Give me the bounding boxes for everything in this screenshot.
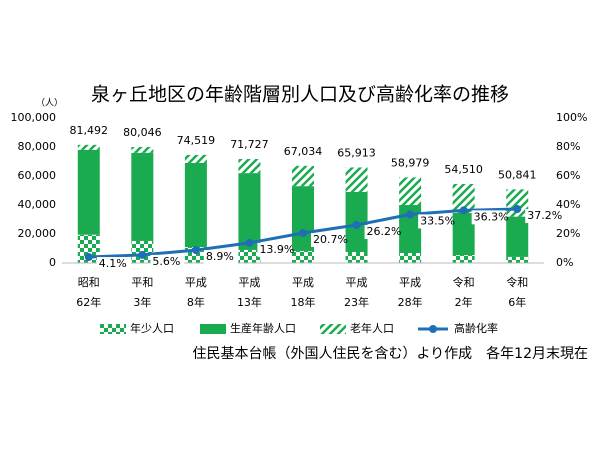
bar-segment	[399, 252, 422, 263]
x-tick-label: 平成	[185, 276, 207, 289]
total-label: 81,492	[70, 124, 109, 137]
label-bg	[257, 242, 292, 257]
x-tick-label: 23年	[344, 295, 369, 309]
y2-tick-label: 80%	[556, 140, 580, 153]
x-tick-label: 62年	[76, 295, 101, 309]
data-label: 26.2%	[367, 225, 402, 238]
x-tick-label: 3年	[133, 295, 151, 309]
data-label: 20.7%	[313, 233, 348, 246]
total-label: 71,727	[230, 138, 269, 151]
line-marker	[191, 246, 200, 255]
legend-swatch	[200, 324, 226, 334]
line-marker	[299, 228, 307, 237]
bar-segment	[184, 162, 207, 248]
bar-segment	[77, 144, 100, 150]
total-label: 50,841	[498, 168, 537, 181]
x-tick-label: 8年	[187, 295, 205, 309]
x-tick-label: 平成	[292, 276, 314, 289]
x-tick-label: 13年	[237, 295, 262, 309]
line-marker	[459, 206, 468, 215]
y2-tick-label: 60%	[556, 169, 580, 182]
note: 住民基本台帳（外国人住民を含む）より作成 各年12月末現在	[192, 345, 588, 362]
legend-swatch	[100, 324, 126, 334]
x-tick-label: 昭和	[78, 276, 100, 289]
bar-segment	[292, 165, 314, 187]
line-marker	[245, 238, 254, 247]
y-tick-label: 20,000	[18, 227, 57, 240]
bar-segment	[292, 250, 314, 263]
chart-title: 泉ヶ丘地区の年齢階層別人口及び高齢化率の推移	[91, 84, 509, 106]
total-label: 65,913	[337, 146, 376, 159]
line-marker	[84, 253, 93, 262]
bar-segment	[506, 216, 529, 257]
y2-tick-label: 0%	[556, 256, 573, 269]
bar-segment	[292, 186, 314, 251]
legend-label: 年少人口	[130, 321, 174, 335]
bar-segment	[345, 251, 368, 263]
x-tick-label: 平成	[238, 276, 260, 289]
label-bg	[525, 209, 560, 224]
total-label: 80,046	[123, 126, 162, 139]
y-tick-label: 60,000	[18, 169, 57, 182]
label-bg	[471, 210, 506, 225]
bar-segment	[452, 212, 475, 256]
y-tick-label: 0	[49, 256, 56, 269]
label-bg	[203, 250, 238, 265]
bar-segment	[77, 149, 100, 235]
line-marker	[406, 210, 415, 219]
bar-segment	[238, 159, 261, 174]
legend-swatch	[429, 325, 437, 333]
y2-tick-label: 20%	[556, 227, 580, 240]
bar-segment	[131, 147, 154, 153]
label-bg	[418, 214, 453, 229]
legend-label: 老年人口	[350, 321, 394, 335]
bar-segment	[506, 256, 529, 263]
bar-segment	[345, 167, 368, 192]
label-bg	[150, 254, 185, 269]
line-marker	[513, 205, 522, 214]
y-tick-label: 80,000	[18, 140, 57, 153]
label-bg	[96, 257, 131, 272]
bar-segment	[238, 173, 261, 250]
legend-swatch	[320, 324, 346, 334]
data-label: 33.5%	[420, 214, 455, 227]
data-label: 13.9%	[259, 243, 294, 256]
x-tick-label: 6年	[508, 295, 526, 309]
legend-label: 生産年齢人口	[230, 321, 296, 335]
y-unit: （人）	[36, 98, 63, 109]
y2-tick-label: 40%	[556, 198, 580, 211]
label-bg	[364, 225, 399, 240]
x-tick-label: 28年	[398, 295, 423, 309]
line-marker	[352, 221, 361, 230]
bar-segment	[131, 152, 154, 241]
bar-segment	[184, 154, 207, 163]
x-tick-label: 18年	[291, 295, 316, 309]
total-label: 54,510	[444, 163, 483, 176]
x-tick-label: 平成	[346, 276, 368, 289]
line-marker	[138, 250, 147, 259]
y2-tick-label: 100%	[556, 111, 587, 124]
y-tick-label: 100,000	[11, 111, 57, 124]
x-tick-label: 平和	[131, 276, 153, 289]
bar-segment	[452, 255, 475, 263]
total-label: 74,519	[177, 134, 216, 147]
x-tick-label: 令和	[506, 275, 528, 289]
bar-segment	[452, 183, 475, 213]
data-label: 37.2%	[527, 209, 562, 222]
total-label: 67,034	[284, 145, 323, 158]
x-tick-label: 2年	[455, 295, 473, 309]
data-label: 36.3%	[474, 210, 509, 223]
legend-label: 高齢化率	[454, 321, 498, 335]
x-tick-label: 令和	[453, 275, 475, 289]
label-bg	[311, 232, 345, 247]
x-tick-label: 平成	[399, 276, 421, 289]
bar-segment	[238, 249, 261, 263]
total-label: 58,979	[391, 156, 430, 169]
data-label: 8.9%	[206, 250, 234, 263]
bar-segment	[399, 177, 422, 205]
y-tick-label: 40,000	[18, 198, 57, 211]
data-label: 5.6%	[152, 255, 180, 268]
data-label: 4.1%	[99, 257, 127, 270]
